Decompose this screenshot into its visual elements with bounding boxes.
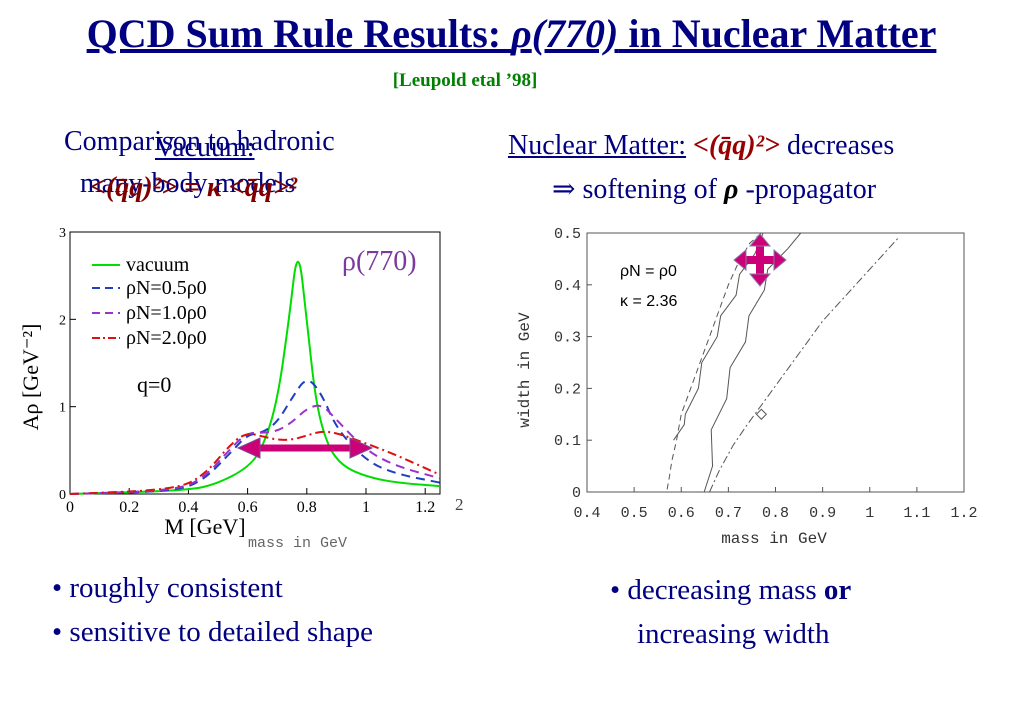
legend-rho10: ρN=1.0ρ0 [126, 302, 207, 324]
right-ytick-label: 0 [572, 485, 581, 502]
right-xtick-label: 0.9 [809, 505, 836, 522]
left-bullet-2: • sensitive to detailed shape [52, 616, 374, 648]
right-heading-line1: Nuclear Matter: <(q̄q)²> decreases [508, 130, 894, 162]
right-plot-ticks: 0.4 0.5 0.6 0.7 0.8 0.9 1 1.1 1.2 0 0.1 0.2 0.3 0.4 0.… [554, 226, 978, 522]
condensate-label: <(q̄q)²> [693, 130, 780, 161]
contour-outer-solid [703, 232, 802, 493]
right-xtick-label: 0.6 [668, 505, 695, 522]
citation: [Leupold etal ’98] [392, 70, 538, 91]
four-way-arrow-icon [733, 233, 787, 287]
title-rho-mass: (770) [531, 11, 619, 56]
right-ytick-label: 0.5 [554, 226, 581, 243]
or-emphasis: or [823, 574, 852, 606]
slide-title: QCD Sum Rule Results: ρ(770) in Nuclear … [0, 10, 1023, 57]
title-prefix: QCD Sum Rule Results: [86, 11, 512, 56]
left-overlay-condensate: <(q̄q)²> = κ <q̄q>² [90, 172, 298, 203]
left-heading-line1: Comparison to hadronic [64, 126, 335, 157]
rho-n-label: ρN = ρ0 [620, 263, 677, 280]
q-label: q=0 [137, 372, 171, 397]
title-suffix: in Nuclear Matter [618, 11, 937, 56]
contour-right-dashdot [709, 237, 899, 493]
right-ytick-label: 0.4 [554, 278, 581, 295]
left-xtick-label: 1 [362, 499, 370, 516]
right-xtick-label: 0.4 [573, 505, 600, 522]
curve-rho20 [69, 430, 441, 495]
left-plot-panel: mass in GeV 2 0 0.2 0.4 0.6 0.8 1 1.2 0 1 2 3 M [G… [10, 212, 485, 557]
curve-rho10 [69, 404, 441, 495]
left-heading-line2: many-body models [80, 168, 296, 199]
right-plot: 0.4 0.5 0.6 0.7 0.8 0.9 1 1.1 1.2 0 0.1 0.2 0.3 0.4 0.… [516, 226, 978, 548]
left-xtick-label: 0.8 [297, 499, 317, 516]
right-heading-line2: ⇒ softening of ρ -propagator [552, 174, 877, 205]
right-bullet-2: increasing width [637, 618, 830, 650]
diamond-marker [755, 408, 768, 420]
left-plot: mass in GeV 2 0 0.2 0.4 0.6 0.8 1 1.2 0 1 2 3 M [G… [18, 226, 464, 552]
right-ytick-label: 0.2 [554, 381, 581, 398]
left-plot-frame [69, 231, 441, 495]
rho-symbol: ρ [724, 174, 739, 205]
left-ytick-label: 3 [59, 226, 66, 241]
left-legend: vacuum ρN=0.5ρ0 ρN=1.0ρ0 ρN=2.0ρ0 [92, 254, 207, 349]
legend-rho20: ρN=2.0ρ0 [126, 327, 207, 349]
decreases-label: decreases [779, 130, 895, 161]
right-ylabel: width in GeV [516, 312, 534, 428]
rho770-annotation: ρ(770) [342, 246, 417, 277]
left-plot-ticks: 0 0.2 0.4 0.6 0.8 1 1.2 0 1 2 3 [59, 226, 435, 516]
left-xtick-label: 0.6 [238, 499, 258, 516]
left-xtick-label: 0.2 [119, 499, 139, 516]
left-ytick-label: 0 [59, 488, 66, 503]
right-xtick-label: 1.2 [950, 505, 977, 522]
right-xtick-label: 1.1 [903, 505, 930, 522]
legend-vacuum: vacuum [126, 254, 190, 276]
right-xtick-label: 0.8 [762, 505, 789, 522]
kappa-label: κ = 2.36 [620, 293, 677, 310]
contour-inner-solid [673, 232, 764, 441]
left-xtick-label: 1.2 [415, 499, 435, 516]
right-plot-panel: 0.4 0.5 0.6 0.7 0.8 0.9 1 1.1 1.2 0 0.1 0.2 0.3 0.4 0.… [512, 220, 994, 555]
left-xtick-label: 0.4 [178, 499, 198, 516]
left-tick-peek: 2 [455, 495, 464, 514]
left-xlabel: M [GeV] [164, 514, 245, 539]
curve-vacuum [69, 260, 441, 495]
curve-rho05 [69, 380, 441, 495]
right-bullet-1: • decreasing mass or [610, 574, 852, 606]
left-ytick-label: 1 [59, 401, 66, 416]
left-plot-border [69, 231, 441, 495]
right-xtick-label: 0.5 [621, 505, 648, 522]
right-xlabel: mass in GeV [721, 530, 827, 548]
left-overlay-vacuum: Vacuum: [155, 132, 255, 163]
right-ytick-label: 0.3 [554, 330, 581, 347]
right-plot-series [666, 232, 899, 493]
left-hidden-xlabel: mass in GeV [248, 535, 347, 552]
legend-rho05: ρN=0.5ρ0 [126, 277, 207, 299]
width-double-arrow [236, 437, 374, 459]
contour-left-dashed [666, 232, 762, 490]
left-ytick-label: 2 [59, 313, 66, 328]
right-xtick-label: 0.7 [715, 505, 742, 522]
right-ytick-label: 0.1 [554, 433, 581, 450]
left-xtick-label: 0 [66, 499, 74, 516]
left-ylabel: Aρ [GeV⁻²] [18, 324, 43, 431]
left-bullet-1: • roughly consistent [52, 572, 283, 604]
right-xtick-label: 1 [865, 505, 874, 522]
title-rho: ρ [511, 11, 532, 56]
nuclear-matter-label: Nuclear Matter: [508, 130, 687, 161]
